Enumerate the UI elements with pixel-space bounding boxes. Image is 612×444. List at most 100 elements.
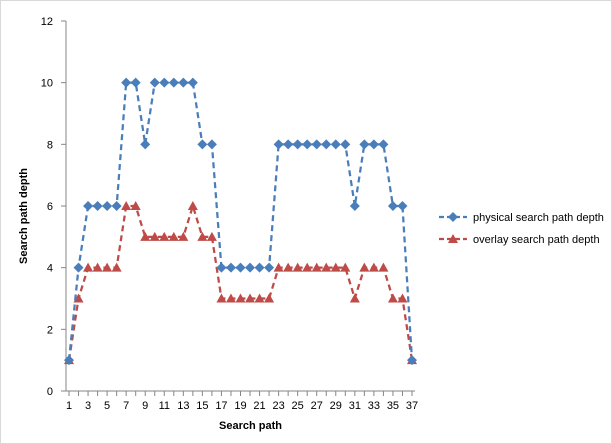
legend-label: overlay search path depth — [473, 234, 600, 246]
data-point — [225, 262, 236, 273]
y-tick-label: 12 — [41, 16, 53, 28]
data-point — [378, 262, 389, 272]
data-point — [197, 231, 208, 241]
data-point — [121, 77, 132, 88]
x-axis-ticks: 1 3 5 7 9 11 13 15 17 19 21 23 25 27 29 31 33 35 37 — [66, 391, 418, 412]
data-point — [273, 262, 284, 272]
data-point — [102, 262, 113, 272]
x-tick-label: 11 — [159, 400, 170, 412]
data-point — [83, 262, 94, 272]
data-point — [178, 231, 189, 241]
data-point — [311, 139, 322, 150]
data-point — [397, 293, 408, 303]
data-point — [130, 201, 141, 210]
data-point — [321, 139, 332, 150]
data-point — [397, 201, 408, 211]
legend-swatch-marker — [448, 212, 458, 222]
data-point — [149, 231, 160, 241]
data-point — [73, 262, 84, 273]
data-point — [311, 262, 322, 272]
x-tick-label: 19 — [234, 400, 246, 412]
data-point — [102, 201, 113, 211]
data-point — [292, 139, 303, 150]
series-layer — [64, 77, 417, 366]
series-line — [67, 81, 414, 361]
x-tick-label: 7 — [123, 400, 129, 412]
legend-label: physical search path depth — [473, 212, 604, 224]
data-point — [349, 201, 360, 211]
data-point — [302, 262, 313, 272]
x-tick-label: 21 — [253, 400, 265, 412]
data-point — [264, 293, 275, 303]
y-tick-label: 4 — [47, 263, 53, 275]
data-point — [273, 139, 284, 150]
data-point — [359, 139, 370, 150]
data-point — [187, 201, 198, 210]
data-point — [349, 293, 360, 303]
data-point — [187, 77, 198, 88]
data-point — [254, 262, 265, 273]
x-tick-label: 27 — [311, 400, 323, 412]
data-point — [321, 262, 332, 272]
data-point — [368, 262, 379, 272]
data-point — [178, 77, 189, 88]
legend-item: overlay search path depth — [439, 234, 600, 246]
data-point — [340, 262, 351, 272]
y-tick-label: 6 — [47, 201, 53, 213]
data-point — [245, 293, 256, 303]
data-point — [140, 231, 151, 241]
data-point — [368, 139, 379, 150]
x-tick-label: 29 — [330, 400, 342, 412]
data-point — [302, 139, 313, 150]
data-point — [225, 293, 236, 303]
data-point — [216, 262, 227, 273]
data-point — [264, 262, 275, 273]
data-point — [206, 231, 217, 241]
data-point — [159, 77, 170, 88]
x-tick-label: 17 — [215, 400, 227, 412]
data-point — [121, 201, 132, 210]
data-point — [168, 231, 179, 241]
data-point — [245, 262, 256, 273]
legend: physical search path depth overlay search… — [439, 212, 604, 246]
data-point — [254, 293, 265, 303]
series-line — [67, 202, 414, 361]
data-point — [387, 293, 398, 303]
data-point — [235, 293, 246, 303]
series-1 — [64, 77, 417, 366]
data-point — [83, 201, 94, 211]
x-tick-label: 23 — [272, 400, 284, 412]
x-tick-label: 13 — [177, 400, 189, 412]
y-tick-label: 0 — [47, 386, 53, 398]
data-point — [235, 262, 246, 273]
data-point — [216, 293, 227, 303]
x-tick-label: 3 — [85, 400, 91, 412]
x-tick-label: 37 — [406, 400, 418, 412]
y-tick-label: 2 — [47, 324, 53, 336]
data-point — [159, 231, 170, 241]
x-tick-label: 33 — [368, 400, 380, 412]
data-point — [283, 262, 294, 272]
data-point — [387, 201, 398, 211]
x-tick-label: 9 — [142, 400, 148, 412]
data-point — [168, 77, 179, 88]
x-tick-label: 1 — [66, 400, 72, 412]
y-axis-title: Search path depth — [18, 168, 30, 264]
data-point — [197, 139, 208, 150]
y-tick-label: 10 — [41, 78, 53, 90]
series-2 — [64, 201, 417, 365]
data-point — [292, 262, 303, 272]
data-point — [111, 201, 122, 211]
data-point — [111, 262, 122, 272]
data-point — [330, 262, 341, 272]
data-point — [330, 139, 341, 150]
x-tick-label: 5 — [104, 400, 110, 412]
data-point — [206, 139, 217, 150]
x-tick-label: 35 — [387, 400, 399, 412]
data-point — [378, 139, 389, 150]
legend-item: physical search path depth — [439, 212, 604, 224]
legend-swatch-marker — [448, 234, 458, 243]
data-point — [149, 77, 160, 88]
